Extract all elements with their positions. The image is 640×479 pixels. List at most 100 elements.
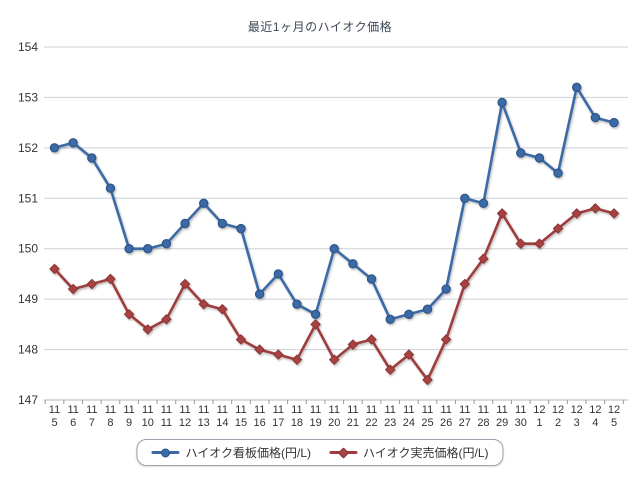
legend-label-kanban-price: ハイオク看板価格(円/L) xyxy=(185,446,311,460)
x-axis-label-month: 11 xyxy=(105,404,116,416)
circle-marker-icon xyxy=(151,447,180,458)
x-axis-label-month: 11 xyxy=(235,404,246,416)
data-point xyxy=(67,283,79,295)
data-point xyxy=(217,218,228,229)
data-point xyxy=(49,263,60,275)
x-axis-label-month: 11 xyxy=(142,404,153,416)
series-kanban-price xyxy=(49,82,619,325)
x-axis-label-month: 12 xyxy=(589,404,601,416)
x-axis-label-month: 11 xyxy=(86,404,97,416)
x-axis-label-month: 11 xyxy=(179,404,190,416)
data-point xyxy=(366,334,377,345)
y-axis-label: 150 xyxy=(18,242,38,256)
data-point xyxy=(552,223,564,234)
data-point xyxy=(422,304,433,314)
x-axis-label-month: 11 xyxy=(440,404,451,416)
data-point xyxy=(143,244,153,254)
x-axis-label-day: 3 xyxy=(574,417,580,429)
data-point xyxy=(404,309,414,319)
data-point xyxy=(235,334,247,345)
x-axis-label-day: 26 xyxy=(440,417,452,429)
x-axis-label-day: 16 xyxy=(254,417,266,429)
x-axis-label-day: 23 xyxy=(384,417,396,429)
x-axis-label-month: 11 xyxy=(291,404,302,416)
x-axis-label-month: 12 xyxy=(608,404,620,416)
series-line xyxy=(53,86,616,321)
y-axis-label: 152 xyxy=(18,141,38,155)
x-axis-label-day: 9 xyxy=(126,417,132,429)
data-point xyxy=(572,82,582,93)
data-point xyxy=(571,208,583,219)
x-axis-label-month: 11 xyxy=(67,404,78,416)
x-axis-label-month: 11 xyxy=(254,404,265,416)
x-axis-label-day: 5 xyxy=(51,417,57,429)
axis-layer: 1471481491501511521531541151161171181191… xyxy=(18,40,624,429)
data-point xyxy=(590,112,601,123)
diamond-marker-icon xyxy=(329,446,357,459)
data-point xyxy=(236,223,246,234)
x-axis-label-day: 27 xyxy=(459,417,471,429)
x-axis-label-month: 11 xyxy=(123,404,134,416)
y-axis-label: 154 xyxy=(18,40,38,54)
x-axis-label-day: 1 xyxy=(536,417,542,429)
x-axis-label-day: 19 xyxy=(309,417,321,429)
x-axis-label-day: 11 xyxy=(161,417,172,429)
data-point xyxy=(217,303,228,315)
data-point xyxy=(403,349,415,360)
x-axis-label-month: 11 xyxy=(347,404,358,416)
data-point xyxy=(385,314,395,325)
x-axis-label-day: 5 xyxy=(611,417,617,429)
data-point xyxy=(142,324,154,335)
x-axis-label-month: 11 xyxy=(217,404,228,416)
x-axis-label-month: 12 xyxy=(571,404,583,416)
data-point xyxy=(441,284,451,294)
x-axis-label-month: 12 xyxy=(533,404,545,416)
data-point xyxy=(310,319,321,330)
x-axis-label-day: 12 xyxy=(179,417,191,429)
data-point xyxy=(534,153,545,163)
data-point xyxy=(590,203,601,214)
x-axis-label-day: 14 xyxy=(216,417,228,429)
data-point xyxy=(180,218,190,229)
data-point xyxy=(516,148,526,158)
data-point xyxy=(460,193,470,203)
x-axis-label-month: 11 xyxy=(515,404,526,416)
data-point xyxy=(291,354,303,365)
x-axis-label-month: 11 xyxy=(366,404,377,416)
grid-layer xyxy=(44,46,628,401)
legend: ハイオク看板価格(円/L) ハイオク実売価格(円/L) xyxy=(136,439,504,466)
y-axis-label: 149 xyxy=(18,292,38,306)
chart-title: 最近1ヶ月のハイオク価格 xyxy=(247,20,393,34)
data-point xyxy=(49,143,60,153)
legend-item-jitsubai-price: ハイオク実売価格(円/L) xyxy=(329,444,489,461)
x-axis-label-day: 10 xyxy=(142,417,154,429)
x-axis-label-day: 30 xyxy=(515,417,527,429)
x-axis-label-day: 13 xyxy=(198,417,210,429)
x-axis-label-month: 11 xyxy=(478,404,489,416)
data-point xyxy=(161,314,172,325)
x-axis-label-day: 8 xyxy=(107,417,113,429)
data-point xyxy=(124,244,134,254)
x-axis-label-day: 17 xyxy=(272,417,284,429)
series-line xyxy=(53,207,616,382)
x-axis-label-day: 4 xyxy=(592,417,598,429)
x-axis-label-month: 11 xyxy=(161,404,172,416)
data-point xyxy=(179,278,191,290)
x-axis-label-day: 20 xyxy=(328,417,340,429)
data-point xyxy=(161,238,172,249)
x-axis-label-month: 11 xyxy=(459,404,470,416)
data-point xyxy=(459,278,471,290)
legend-label-jitsubai-price: ハイオク実売価格(円/L) xyxy=(363,446,489,460)
x-axis-label-day: 25 xyxy=(421,417,433,429)
x-axis-label-day: 15 xyxy=(235,417,247,429)
x-axis-label-day: 28 xyxy=(477,417,489,429)
data-point xyxy=(608,208,620,219)
data-point xyxy=(86,278,98,290)
x-axis-label-day: 7 xyxy=(89,417,95,429)
data-point xyxy=(347,339,359,350)
x-axis-label-day: 29 xyxy=(496,417,508,429)
x-axis-label-month: 11 xyxy=(496,404,507,416)
series-layer xyxy=(49,82,620,386)
